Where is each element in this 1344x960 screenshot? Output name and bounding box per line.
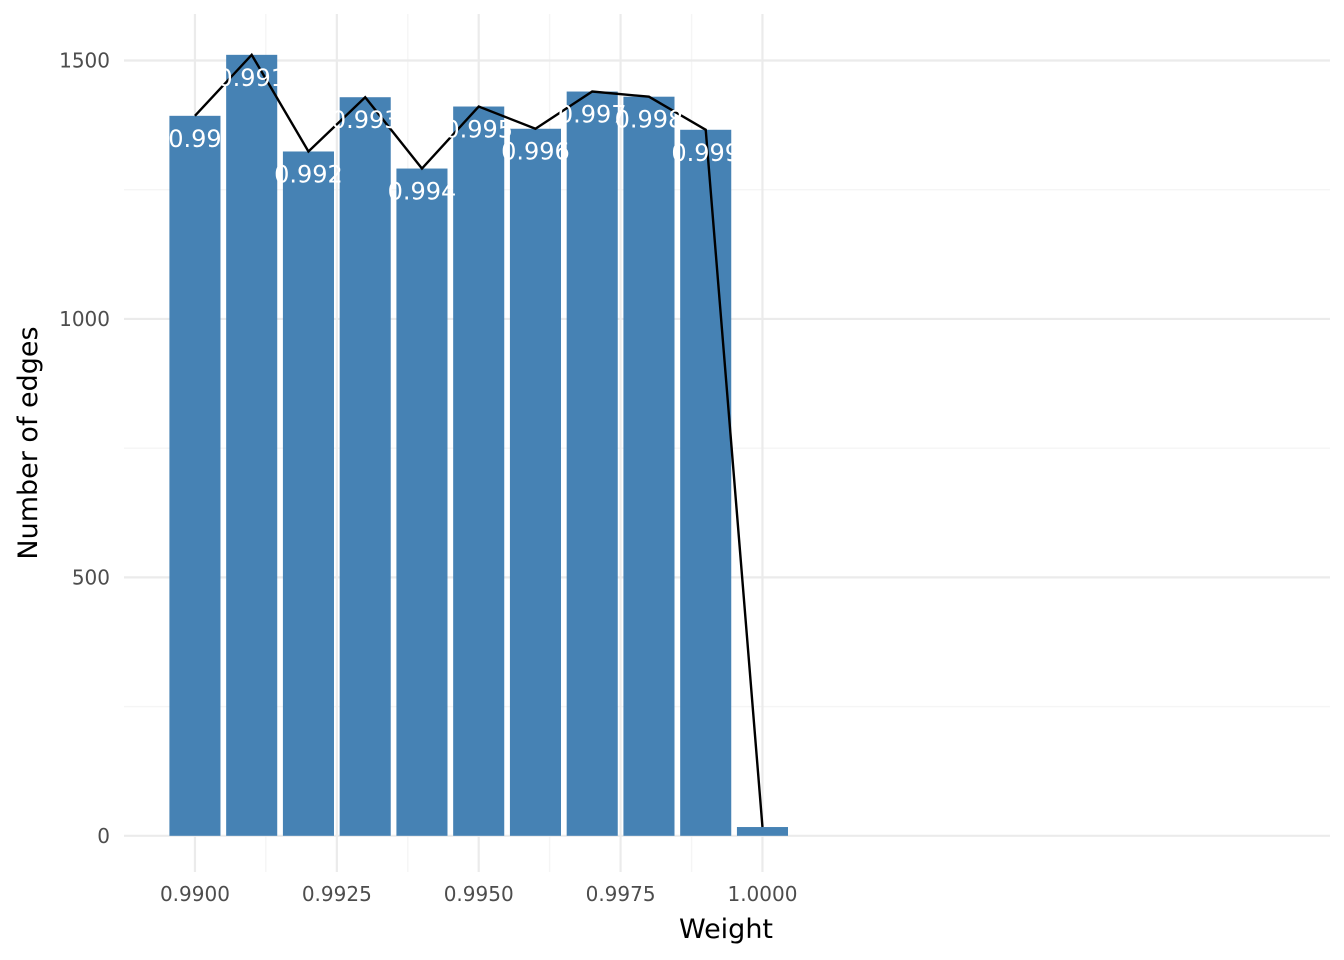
- bar-data-label: 0.996: [501, 138, 570, 166]
- series-line: [194, 52, 764, 828]
- bar: [736, 827, 789, 836]
- x-tick-label: 0.9950: [444, 882, 514, 906]
- y-tick-label: 1500: [59, 49, 110, 73]
- bar-data-label: 0.99: [168, 125, 221, 153]
- x-tick-label: 1.0000: [727, 882, 797, 906]
- bar-data-label: 0.998: [615, 106, 684, 134]
- bar-data-label: 0.997: [558, 101, 627, 129]
- bar-data-label: 0.991: [217, 64, 286, 92]
- y-axis-tick-labels: 0 500 1000 1500: [59, 49, 110, 848]
- y-tick-label: 0: [97, 824, 110, 848]
- bar: [396, 168, 448, 836]
- bar: [339, 97, 391, 836]
- bar: [226, 54, 278, 836]
- bar-data-label: 0.995: [444, 116, 513, 144]
- bar: [282, 151, 334, 836]
- bar: [509, 128, 561, 836]
- y-tick-label: 1000: [59, 307, 110, 331]
- x-tick-label: 0.9900: [160, 882, 230, 906]
- bar: [169, 115, 221, 836]
- y-tick-label: 500: [72, 565, 110, 589]
- bars: [169, 54, 789, 836]
- bar-data-label: 0.999: [671, 139, 740, 167]
- x-tick-label: 0.9975: [586, 882, 656, 906]
- x-axis-tick-labels: 0.9900 0.9925 0.9950 0.9975 1.0000: [160, 882, 798, 906]
- bar-data-label: 0.992: [274, 160, 343, 188]
- x-tick-label: 0.9925: [302, 882, 372, 906]
- bar-data-label: 0.993: [331, 106, 400, 134]
- y-axis-title: Number of edges: [13, 326, 44, 559]
- bar-data-label: 0.994: [388, 178, 457, 206]
- bar: [680, 129, 732, 836]
- series-line-group: [194, 52, 764, 828]
- x-axis-title: Weight: [679, 914, 773, 945]
- bar: [623, 96, 675, 836]
- bar-data-labels: 0.990.9910.9920.9930.9940.9950.9960.9970…: [168, 64, 740, 206]
- bar: [566, 91, 618, 836]
- bar: [453, 106, 505, 836]
